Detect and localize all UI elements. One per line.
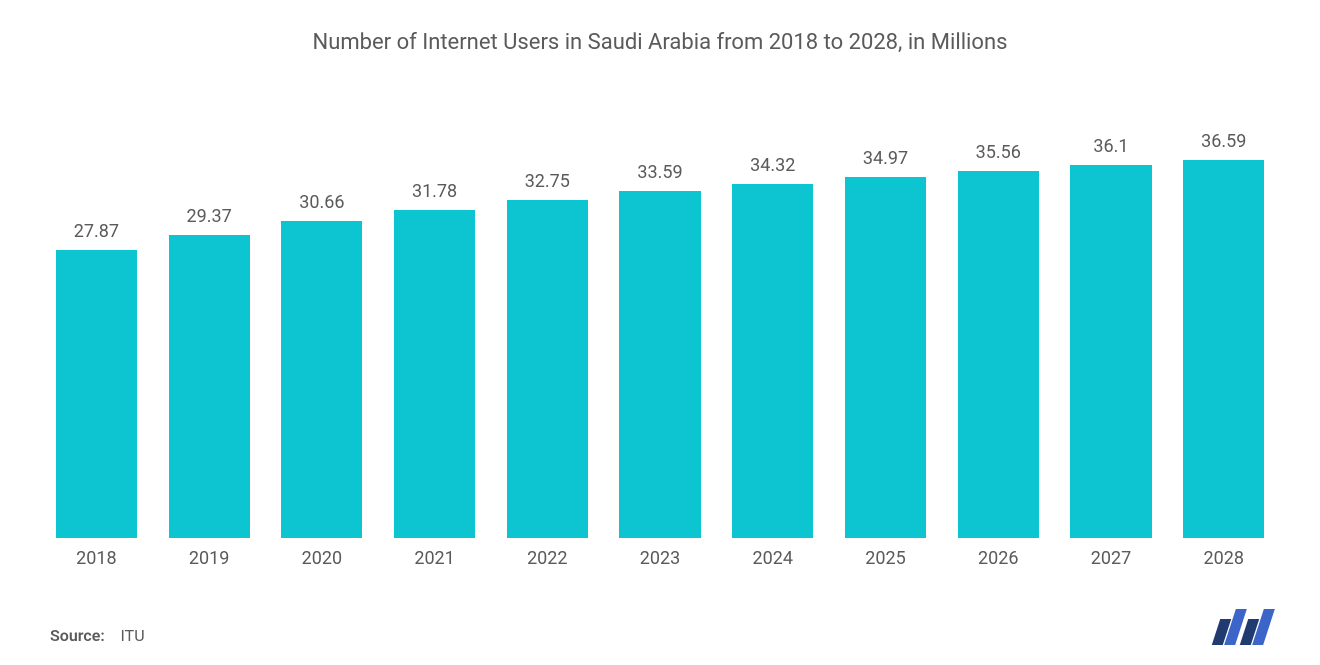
- bar: [281, 221, 362, 538]
- source-label: Source:: [50, 626, 105, 645]
- bar-slot: 36.59: [1167, 125, 1280, 538]
- bar: [507, 200, 588, 538]
- bar: [619, 191, 700, 538]
- plot-area: 27.87 29.37 30.66 31.78 32.75 33.59 34.3…: [30, 85, 1290, 538]
- bar: [1070, 165, 1151, 538]
- x-tick: 2027: [1055, 548, 1168, 569]
- chart-container: Number of Internet Users in Saudi Arabia…: [0, 0, 1320, 665]
- bar-value-label: 35.56: [976, 142, 1021, 163]
- x-tick: 2018: [40, 548, 153, 569]
- bar: [845, 177, 926, 538]
- bar-value-label: 31.78: [412, 181, 457, 202]
- x-tick: 2021: [378, 548, 491, 569]
- source-value: ITU: [121, 626, 145, 645]
- bar: [169, 235, 250, 538]
- x-tick: 2025: [829, 548, 942, 569]
- bar: [732, 184, 813, 538]
- bar-value-label: 34.97: [863, 148, 908, 169]
- x-tick: 2022: [491, 548, 604, 569]
- x-axis: 2018 2019 2020 2021 2022 2023 2024 2025 …: [30, 538, 1290, 569]
- bar: [394, 210, 475, 538]
- bar-value-label: 29.37: [186, 206, 231, 227]
- bar: [958, 171, 1039, 538]
- bar-slot: 34.97: [829, 125, 942, 538]
- bar-slot: 31.78: [378, 125, 491, 538]
- bar-slot: 32.75: [491, 125, 604, 538]
- x-tick: 2020: [265, 548, 378, 569]
- x-tick: 2026: [942, 548, 1055, 569]
- bar-value-label: 33.59: [637, 162, 682, 183]
- x-tick: 2028: [1167, 548, 1280, 569]
- bar-slot: 36.1: [1055, 125, 1168, 538]
- bar-value-label: 34.32: [750, 155, 795, 176]
- source-attribution: Source: ITU: [50, 626, 145, 645]
- chart-footer: Source: ITU: [30, 569, 1290, 655]
- x-tick: 2019: [153, 548, 266, 569]
- bar-slot: 29.37: [153, 125, 266, 538]
- bar-value-label: 30.66: [299, 192, 344, 213]
- bar-value-label: 32.75: [525, 171, 570, 192]
- bar-value-label: 27.87: [74, 221, 119, 242]
- bar-slot: 35.56: [942, 125, 1055, 538]
- bar-value-label: 36.59: [1201, 131, 1246, 152]
- bar-slot: 34.32: [716, 125, 829, 538]
- x-tick: 2024: [716, 548, 829, 569]
- bar-slot: 33.59: [604, 125, 717, 538]
- x-tick: 2023: [604, 548, 717, 569]
- bar: [1183, 160, 1264, 538]
- bar-slot: 30.66: [265, 125, 378, 538]
- brand-logo-icon: [1210, 609, 1270, 645]
- bar-value-label: 36.1: [1093, 136, 1128, 157]
- chart-title: Number of Internet Users in Saudi Arabia…: [30, 30, 1290, 55]
- bar-slot: 27.87: [40, 125, 153, 538]
- bar: [56, 250, 137, 538]
